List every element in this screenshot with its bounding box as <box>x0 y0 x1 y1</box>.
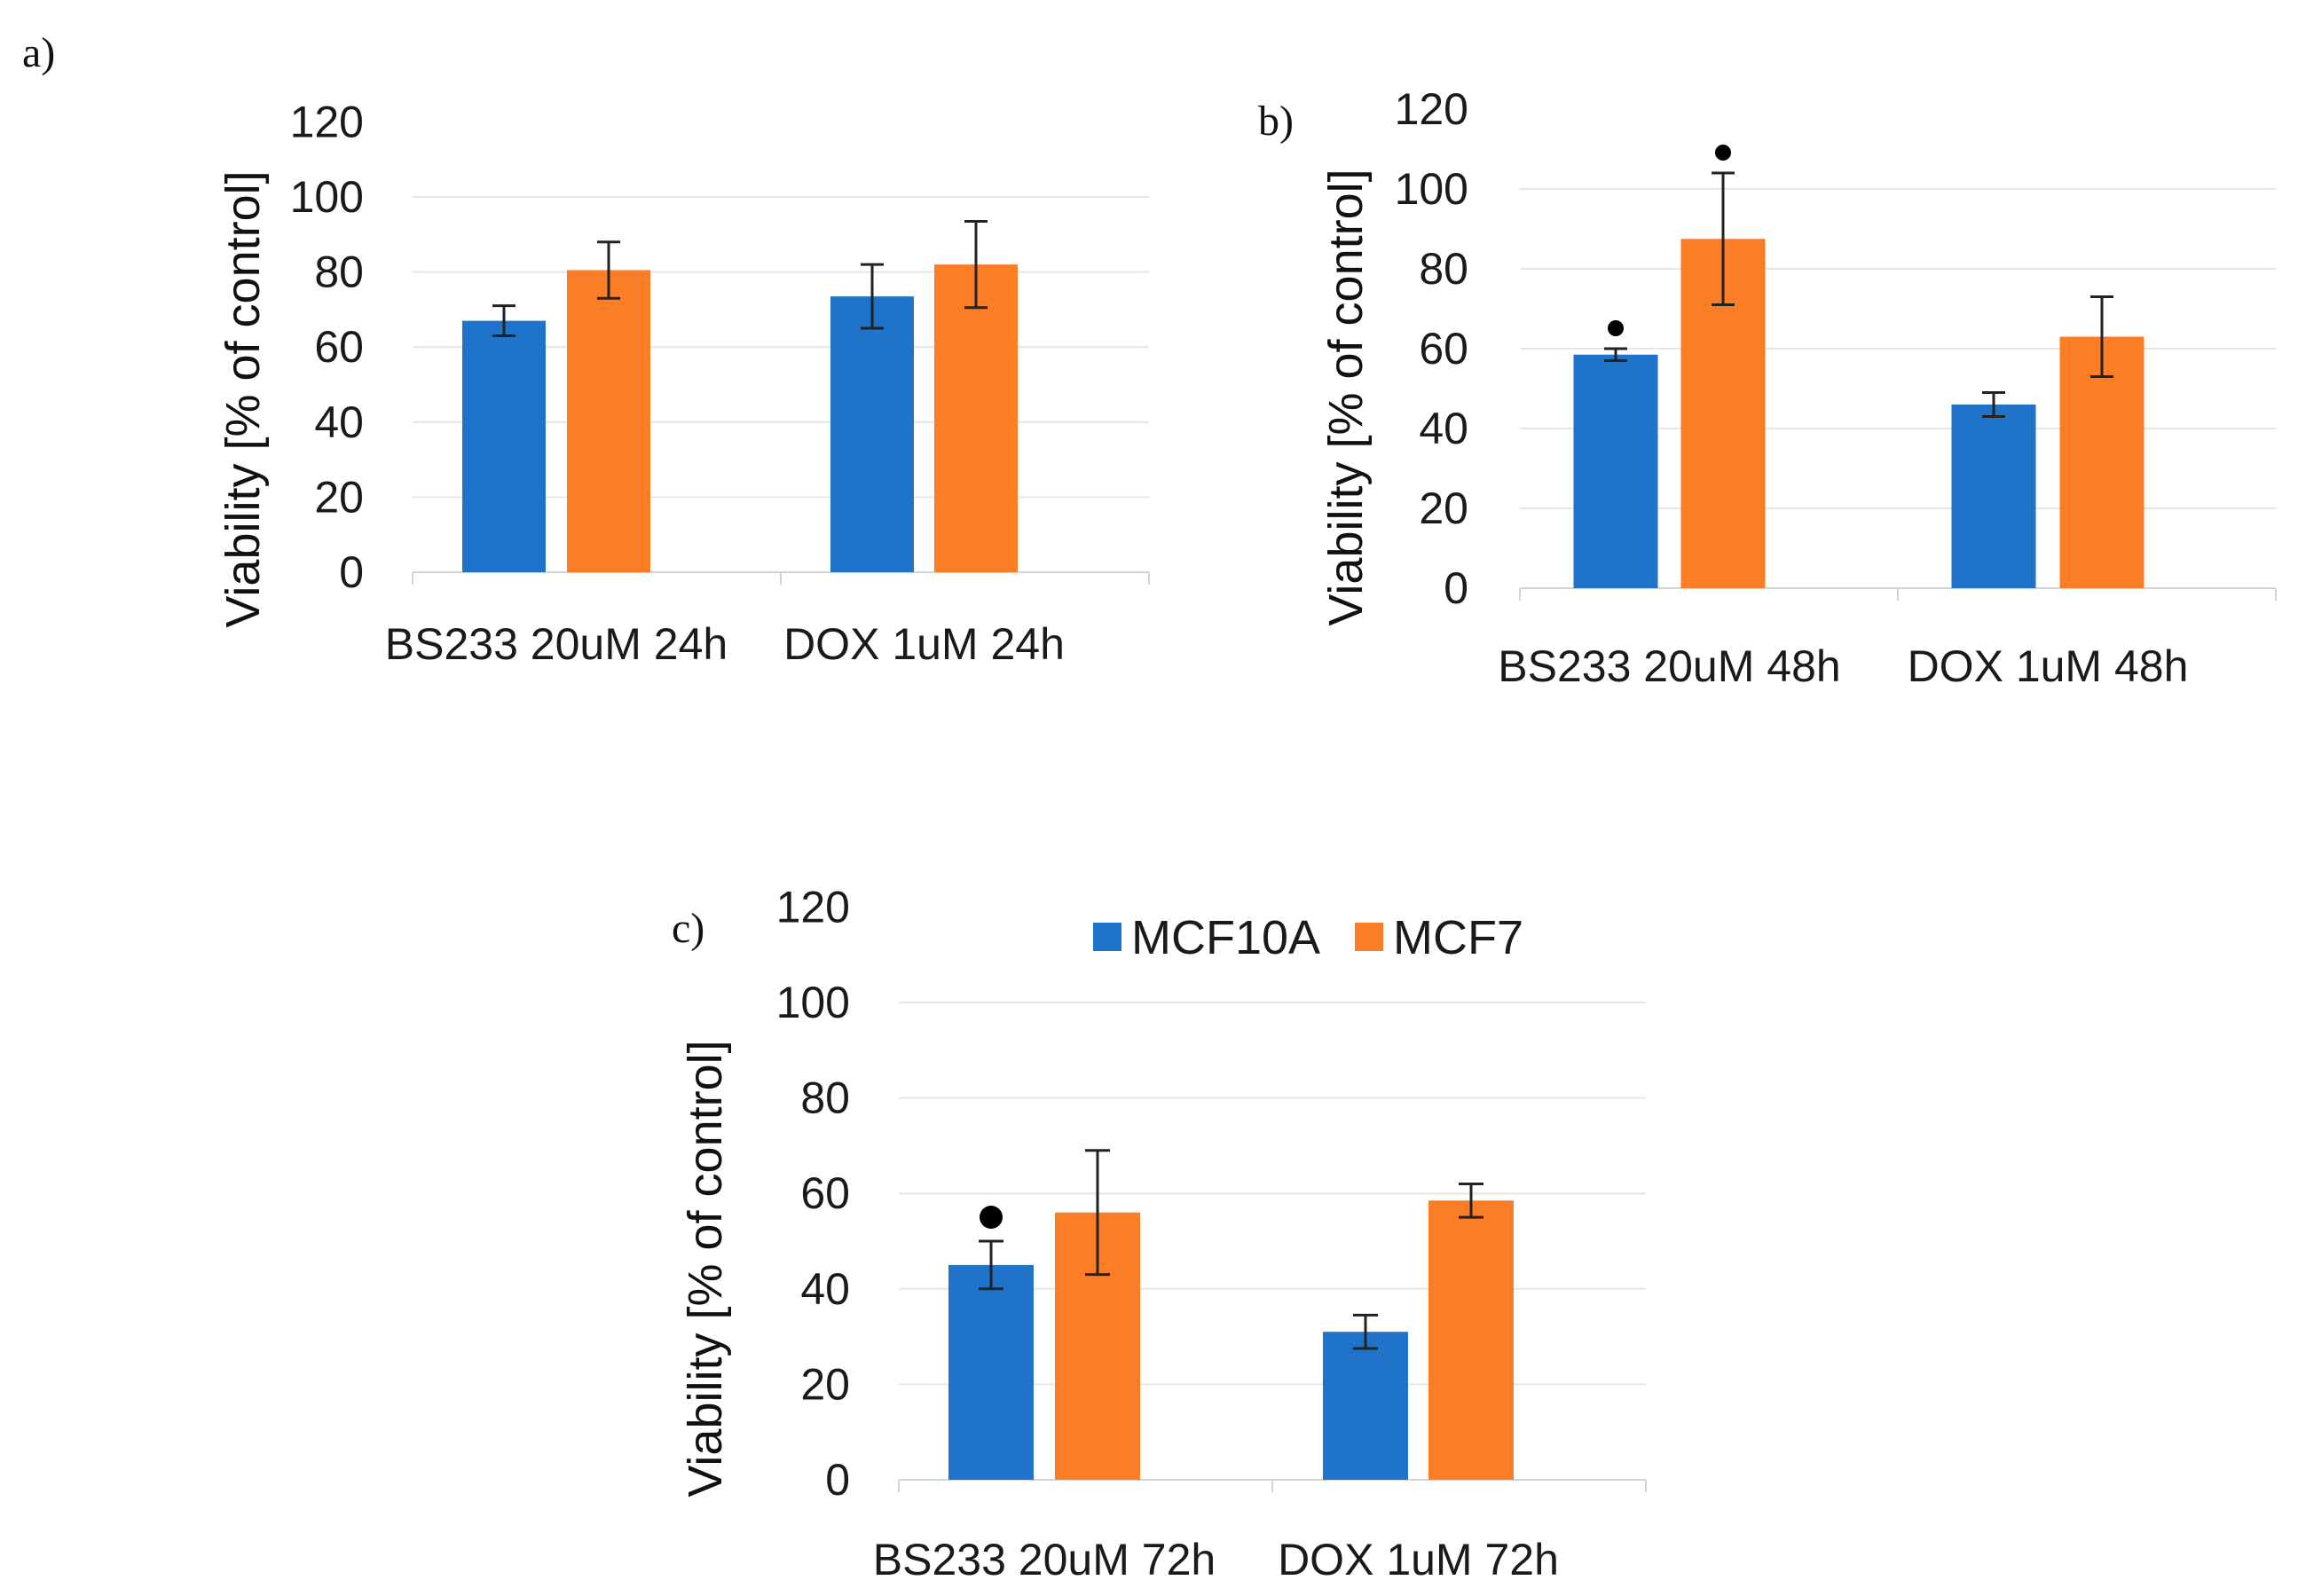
panel-b-y-tick-label: 120 <box>1395 84 1468 134</box>
panel-b-y-tick-label: 60 <box>1419 324 1468 373</box>
panel-a-y-tick-label: 100 <box>290 172 364 222</box>
panel-a-y-tick-label: 120 <box>290 97 364 146</box>
panel-b-y-axis-title: Viability [% of control] <box>1319 169 1373 625</box>
panel-a-bar-mcf7-0 <box>567 270 650 572</box>
panel-c-y-tick-label: 100 <box>776 978 850 1027</box>
panel-c-y-axis-title: Viability [% of control] <box>679 1040 732 1497</box>
panel-b-label: b) <box>1258 98 1294 145</box>
panel-b-error-bar-mcf10a-1 <box>1982 391 2005 418</box>
panel-a-y-tick-label: 60 <box>314 322 364 372</box>
panel-a-bar-mcf7-1 <box>934 264 1018 572</box>
panel-a-y-tick-label: 20 <box>314 472 364 522</box>
panel-c: c) Viability [% of control] 0 20 40 60 80 100… <box>672 882 1647 1584</box>
panel-a-error-bar-mcf10a-1 <box>861 263 884 330</box>
legend-label-mcf10a: MCF10A <box>1131 911 1320 964</box>
panel-b-bar-mcf7-1 <box>2059 336 2145 588</box>
panel-a-bar-mcf10a-0 <box>462 320 546 572</box>
panel-c-error-bar-mcf10a-1 <box>1353 1313 1378 1350</box>
panel-b-y-tick-label: 40 <box>1419 404 1468 453</box>
panel-b-y-tick-label: 0 <box>1444 563 1468 613</box>
panel-c-label: c) <box>672 905 704 952</box>
panel-c-significance-marker <box>980 1206 1003 1229</box>
panel-c-error-bar-mcf7-0 <box>1085 1149 1110 1277</box>
panel-a-y-tick-label: 0 <box>339 547 364 597</box>
panel-b-plot: 0 20 40 60 80 100 120 BS233 20uM 48h DOX 1uM 48h <box>1395 84 2277 691</box>
panel-b-bar-mcf10a-0 <box>1573 354 1658 588</box>
panel-b-error-bar-mcf7-0 <box>1712 171 1735 306</box>
panel-c-x-category-label: DOX 1uM 72h <box>1278 1535 1559 1584</box>
panel-b-error-bar-mcf7-1 <box>2090 295 2113 378</box>
panel-c-y-tick-label: 120 <box>776 882 850 932</box>
panel-a: a) Viability [% of control] 0 20 40 60 80 100… <box>22 29 1150 669</box>
panel-b-y-tick-label: 20 <box>1419 484 1468 533</box>
panel-c-y-tick-label: 20 <box>800 1359 850 1409</box>
panel-c-error-bar-mcf7-1 <box>1459 1182 1483 1219</box>
panel-c-bar-mcf10a-1 <box>1323 1332 1408 1480</box>
panel-b: b) Viability [% of control] 0 20 40 60 80 100… <box>1258 84 2277 691</box>
panel-c-bar-mcf7-1 <box>1428 1200 1514 1480</box>
panel-a-error-bar-mcf7-1 <box>964 219 988 310</box>
panel-b-y-tick-label: 100 <box>1395 164 1468 214</box>
legend-label-mcf7: MCF7 <box>1393 911 1523 964</box>
panel-a-y-tick-label: 40 <box>314 397 364 447</box>
panel-a-y-tick-label: 80 <box>314 248 364 297</box>
panel-b-x-category-label: BS233 20uM 48h <box>1498 641 1840 691</box>
panel-c-x-category-label: BS233 20uM 72h <box>873 1535 1216 1584</box>
panel-b-bar-mcf10a-1 <box>1951 405 2036 588</box>
panel-a-error-bar-mcf7-0 <box>597 240 620 300</box>
legend-swatch-mcf7 <box>1355 923 1383 951</box>
panel-c-plot: 0 20 40 60 80 100 120 BS233 20uM 72h DOX 1uM 72h <box>776 882 1647 1584</box>
panel-b-x-category-label: DOX 1uM 48h <box>1908 641 2189 691</box>
panel-b-significance-marker <box>1715 145 1731 161</box>
panel-b-significance-marker <box>1608 320 1624 336</box>
panel-c-y-tick-label: 40 <box>800 1264 850 1314</box>
panel-a-plot: 0 20 40 60 80 100 120 BS233 20uM 24h DOX 1uM 24h <box>290 97 1150 669</box>
panel-a-bar-mcf10a-1 <box>830 296 914 572</box>
panel-c-error-bar-mcf10a-0 <box>979 1239 1003 1291</box>
panel-a-x-category-label: DOX 1uM 24h <box>783 619 1065 669</box>
panel-a-x-category-label: BS233 20uM 24h <box>385 619 728 669</box>
panel-a-y-axis-title: Viability [% of control] <box>216 170 270 627</box>
panel-c-bar-mcf10a-0 <box>948 1264 1034 1480</box>
legend-swatch-mcf10a <box>1093 923 1121 951</box>
panel-a-label: a) <box>22 29 55 76</box>
panel-c-y-tick-label: 60 <box>800 1168 850 1218</box>
legend: MCF10A MCF7 <box>1093 911 1523 964</box>
panel-b-error-bar-mcf10a-0 <box>1604 347 1627 362</box>
panel-c-y-tick-label: 80 <box>800 1073 850 1123</box>
panel-c-y-tick-label: 0 <box>825 1455 850 1505</box>
panel-a-error-bar-mcf10a-0 <box>492 304 515 338</box>
panel-b-y-tick-label: 80 <box>1419 244 1468 294</box>
